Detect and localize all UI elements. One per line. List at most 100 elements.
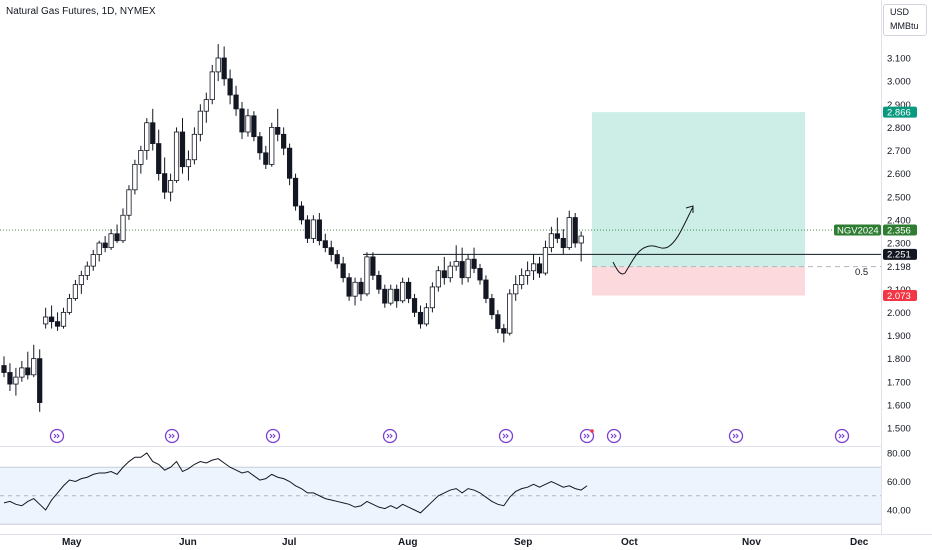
time-tick-label: Sep: [514, 537, 532, 548]
time-tick-label: Oct: [621, 537, 638, 548]
price-tick-label: 1.800: [887, 354, 911, 365]
candle-body: [465, 258, 471, 279]
rsi-line: [3, 452, 588, 514]
candle-body: [7, 372, 13, 385]
price-tick-label: 2.900: [887, 100, 911, 111]
candle-body: [281, 133, 287, 149]
rsi-tick-label: 80.00: [887, 449, 911, 460]
candle-body: [328, 247, 334, 255]
candle-body: [263, 152, 269, 165]
level-price-label: 2.251: [887, 250, 911, 261]
symbol-name-label: NGV2024: [837, 225, 879, 236]
candle-body: [483, 279, 489, 299]
candle-body: [13, 376, 19, 385]
candle-body: [495, 314, 501, 329]
candle-body: [43, 316, 49, 325]
candle-body: [156, 143, 162, 175]
target-zone[interactable]: [592, 112, 805, 267]
event-icon[interactable]: [728, 428, 744, 444]
event-icon[interactable]: [579, 428, 595, 444]
candle-body: [257, 136, 263, 154]
candle-body: [286, 147, 293, 179]
event-alert-dot: [590, 429, 594, 433]
currency-unit-button[interactable]: USD MMBtu: [883, 4, 927, 36]
event-chevron-icon: [168, 433, 175, 439]
candle-body: [560, 237, 566, 249]
stop-zone[interactable]: [592, 266, 805, 296]
projection-curve[interactable]: [612, 206, 694, 275]
price-tick-label: 2.400: [887, 215, 911, 226]
candle-body: [19, 367, 25, 378]
candle-body: [144, 122, 150, 151]
candle-body: [471, 258, 477, 269]
candle-body: [49, 316, 55, 323]
candle-body: [548, 233, 555, 249]
candle-body: [388, 288, 394, 304]
candle-body: [1, 365, 7, 373]
candle-body: [31, 358, 37, 376]
event-icon[interactable]: [49, 428, 65, 444]
candle-body: [245, 115, 251, 133]
candle-body: [90, 254, 96, 267]
price-tick-label: 2.800: [887, 123, 911, 134]
candle-body: [536, 263, 543, 274]
rsi-tick-label: 40.00: [887, 506, 911, 517]
price-tick-label: 3.000: [887, 77, 911, 88]
price-tick-label: 3.100: [887, 54, 911, 65]
entry-price-tag: 2.198: [883, 261, 917, 273]
target-price-tag: 2.866: [883, 106, 917, 118]
event-markers: [49, 428, 850, 444]
candle-body: [513, 284, 519, 295]
candle-body: [352, 281, 358, 297]
candle-body: [191, 133, 197, 161]
candle-body: [221, 57, 227, 80]
candle-body: [132, 163, 138, 191]
event-chevron-icon: [53, 433, 60, 439]
candle-body: [334, 254, 340, 265]
price-tick-label: 1.500: [887, 424, 911, 435]
chart-title: Natural Gas Futures, 1D, NYMEX: [6, 6, 156, 17]
event-chevron-icon: [269, 433, 276, 439]
fib-label: 0.5: [855, 267, 868, 278]
event-icon[interactable]: [834, 428, 850, 444]
event-icon[interactable]: [382, 428, 398, 444]
level-price-tag: 2.251: [883, 248, 917, 261]
candle-body: [96, 242, 102, 255]
candle-body: [209, 71, 215, 101]
time-tick-label: Nov: [742, 537, 761, 548]
candle-body: [501, 328, 507, 334]
event-icon[interactable]: [498, 428, 514, 444]
candle-body: [423, 307, 430, 325]
candle-body: [275, 126, 281, 135]
event-icon[interactable]: [265, 428, 281, 444]
candle-body: [417, 311, 424, 325]
currency-label: USD: [890, 7, 910, 17]
candle-body: [138, 150, 144, 165]
time-axis: May Jun Jul Aug Sep Oct Nov Dec: [62, 537, 869, 548]
candle-body: [400, 281, 406, 302]
candles-group: [1, 44, 584, 412]
target-price-label: 2.866: [887, 107, 911, 118]
candle-body: [78, 274, 84, 286]
candle-body: [173, 131, 180, 181]
price-tick-label: 2.500: [887, 192, 911, 203]
time-tick-label: May: [62, 537, 82, 548]
rsi-axis: 80.00 60.00 40.00: [887, 449, 911, 517]
event-icon[interactable]: [164, 428, 180, 444]
candle-body: [566, 217, 572, 249]
event-chevron-icon: [838, 433, 845, 439]
candle-body: [370, 256, 376, 276]
event-icon[interactable]: [606, 428, 622, 444]
price-tick-label: 1.900: [887, 331, 911, 342]
event-chevron-icon: [610, 433, 617, 439]
candle-body: [578, 235, 584, 244]
candle-body: [126, 189, 132, 216]
candle-body: [525, 270, 531, 276]
candle-body: [167, 180, 174, 193]
candle-body: [411, 298, 418, 313]
candle-body: [340, 263, 346, 279]
price-tick-label: 2.000: [887, 308, 911, 319]
candle-body: [203, 99, 209, 112]
candle-body: [108, 233, 114, 249]
